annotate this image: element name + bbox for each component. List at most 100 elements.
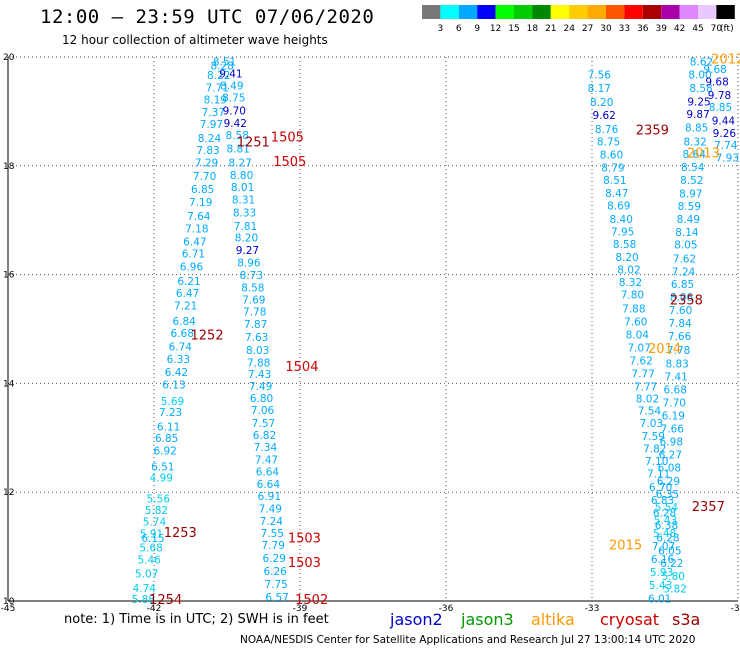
swh-value-label: 8.24	[198, 133, 222, 145]
legend-cryosat: cryosat	[600, 610, 660, 629]
swh-value-label: 5.74	[143, 517, 167, 529]
swh-value-label: 6.28	[656, 532, 679, 544]
swh-value-label: 7.29	[195, 158, 218, 170]
swh-value-label: 7.77	[631, 369, 654, 381]
y-tick-label: 12	[3, 488, 14, 498]
colorbar-swatch	[422, 5, 441, 19]
swh-value-label: 8.51	[213, 56, 236, 68]
swh-value-label: 6.27	[659, 450, 682, 462]
swh-value-label: 7.34	[254, 442, 278, 454]
pass-time-label: 1254	[149, 593, 182, 608]
swh-value-label: 6.91	[258, 491, 281, 503]
swh-value-label: 8.96	[237, 258, 261, 270]
swh-value-label: 8.01	[231, 182, 254, 194]
colorbar-label: 15	[508, 24, 519, 34]
swh-value-label: 8.76	[595, 124, 619, 136]
swh-value-label: 8.32	[619, 277, 642, 289]
swh-value-label: 6.80	[250, 393, 273, 405]
colorbar-label: 42	[674, 24, 685, 34]
swh-value-label: 6.84	[172, 316, 196, 328]
colorbar-swatch	[661, 5, 680, 19]
swh-value-label: 8.75	[597, 136, 620, 148]
pass-time-label: 1502	[295, 593, 328, 608]
swh-value-label: 7.97	[200, 119, 223, 131]
x-tick-label: -42	[147, 604, 162, 614]
swh-value-label: 7.11	[647, 469, 670, 481]
swh-value-label: 8.14	[675, 227, 699, 239]
swh-value-label: 7.47	[255, 455, 278, 467]
swh-value-label: 7.57	[252, 418, 275, 430]
swh-value-label: 7.07	[628, 342, 651, 354]
swh-value-label: 7.43	[248, 369, 271, 381]
colorbar-swatch	[495, 5, 514, 19]
swh-value-label: 6.22	[660, 558, 683, 570]
chart-title: 12:00 – 23:59 UTC 07/06/2020	[40, 6, 375, 28]
swh-value-label: 7.21	[174, 301, 197, 313]
swh-value-label: 6.68	[171, 328, 194, 340]
colorbar-swatch	[569, 5, 588, 19]
x-tick-label: -36	[439, 604, 454, 614]
swh-value-label: 6.08	[658, 463, 681, 475]
swh-value-label: 8.49	[220, 80, 243, 92]
swh-value-label: 7.19	[189, 197, 212, 209]
swh-value-label: 7.18	[185, 223, 208, 235]
swh-value-label: 6.26	[263, 566, 287, 578]
swh-value-label: 6.96	[180, 261, 204, 273]
pass-time-label: 1253	[164, 526, 197, 541]
swh-value-label: 5.69	[161, 396, 184, 408]
swh-value-label: 6.71	[182, 248, 205, 260]
swh-value-label: 7.64	[187, 211, 211, 223]
swh-value-label: 9.68	[703, 64, 726, 76]
chart-ticks: -45 -42 -39 -36 -33 -30 10 12 14 16 18 20	[1, 53, 740, 614]
swh-value-label: 5.43	[654, 515, 677, 527]
swh-value-label: 4.74	[133, 583, 157, 595]
swh-value-label: 6.74	[169, 341, 193, 353]
swh-value-label: 8.52	[680, 175, 703, 187]
chart-axes	[7, 57, 738, 602]
swh-value-label: 5.46	[137, 555, 161, 567]
legend-jason2: jason2	[390, 610, 443, 629]
pass-time-label: 2015	[609, 539, 642, 554]
swh-value-label: 5.93	[650, 567, 673, 579]
swh-value-label: 8.58	[241, 283, 264, 295]
swh-value-label: 7.82	[643, 444, 666, 456]
swh-value-label: 6.21	[177, 276, 200, 288]
swh-value-label: 8.32	[683, 136, 706, 148]
swh-value-label: 7.75	[264, 579, 287, 591]
pass-time-label: 2359	[636, 123, 669, 138]
swh-value-label: 5.82	[664, 583, 687, 595]
swh-value-label: 9.27	[236, 245, 259, 257]
swh-value-label: 6.35	[656, 489, 679, 501]
swh-value-label: 9.78	[708, 90, 731, 102]
swh-value-label: 6.33	[167, 354, 190, 366]
swh-value-label: 8.83	[665, 358, 688, 370]
swh-value-label: 6.38	[655, 520, 678, 532]
swh-value-label: 6.92	[153, 445, 176, 457]
colorbar-label: 33	[619, 24, 630, 34]
swh-value-label: 8.04	[626, 329, 650, 341]
y-tick-label: 14	[3, 379, 15, 389]
chart-points: 5.884.745.075.465.686.155.915.745.825.56…	[132, 56, 739, 605]
swh-value-label: 8.80	[230, 170, 253, 182]
chart-pass-labels: 1505 1505 1504 1503 1503 1502 1251 1252 1253 1254…	[149, 53, 740, 608]
colorbar-label: 39	[655, 24, 667, 34]
swh-value-label: 8.40	[610, 214, 633, 226]
swh-value-label: 8.85	[709, 102, 732, 114]
colorbar-swatch	[440, 5, 459, 19]
swh-value-label: 7.60	[624, 316, 647, 328]
pass-time-label: 2358	[670, 294, 703, 309]
legend-s3a: s3a	[672, 610, 701, 629]
x-tick-label: -33	[585, 604, 600, 614]
swh-value-label: 5.43	[649, 580, 672, 592]
swh-value-label: 7.56	[588, 69, 612, 81]
legend-altika: altika	[531, 610, 575, 629]
colorbar-swatch	[587, 5, 606, 19]
swh-value-label: 7.78	[243, 307, 266, 319]
swh-value-label: 5.48	[653, 528, 676, 540]
swh-value-label: 8.20	[235, 233, 258, 245]
pass-time-label: 2357	[692, 500, 725, 515]
swh-value-label: 8.79	[601, 162, 624, 174]
swh-value-label: 9.42	[224, 118, 247, 130]
swh-value-label: 8.97	[679, 189, 702, 201]
